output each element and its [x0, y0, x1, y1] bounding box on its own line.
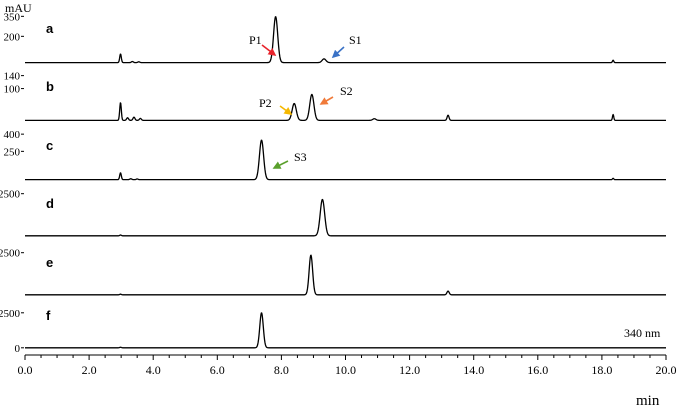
x-tick-label: 8.0	[274, 363, 289, 377]
panel-f: f 2500 0	[0, 308, 667, 355]
peak-label-p2: P2	[259, 96, 272, 110]
peak-arrow-s1	[331, 46, 345, 59]
panel-c: c 400 250 S3	[4, 129, 667, 181]
x-tick-label: 14.0	[463, 363, 484, 377]
y-tick-label: 2500	[0, 308, 21, 320]
panel-e: e 2500	[0, 248, 667, 296]
panel-letter: f	[46, 308, 51, 323]
x-axis: 0.0 2.0 4.0 6.0 8.0 10.0 12.0 14.0 16.0 18.0 20.0	[18, 354, 677, 377]
trace-e	[24, 254, 667, 296]
x-tick-label: 2.0	[82, 363, 97, 377]
x-tick-label: 20.0	[656, 363, 677, 377]
peak-arrow-p1	[261, 44, 277, 56]
peak-label-s1: S1	[349, 33, 362, 47]
trace-d	[24, 198, 667, 237]
y-tick-label: 2500	[0, 248, 21, 260]
x-tick-label: 6.0	[210, 363, 225, 377]
peak-label-s3: S3	[294, 150, 307, 164]
y-unit-label: mAU	[5, 1, 32, 15]
trace-b	[24, 93, 667, 121]
panel-letter: c	[46, 138, 53, 153]
peak-arrow-s2	[319, 96, 334, 105]
trace-c	[24, 139, 667, 181]
panel-letter: a	[46, 21, 54, 36]
y-tick-label: 350	[4, 11, 21, 23]
panel-letter: d	[46, 196, 54, 211]
x-tick-label: 4.0	[146, 363, 161, 377]
panel-d: d 2500	[0, 189, 667, 237]
x-tick-label: 12.0	[399, 363, 420, 377]
wavelength-label: 340 nm	[624, 326, 661, 340]
y-tick-label: 250	[4, 146, 21, 158]
trace-a	[24, 16, 667, 64]
y-tick-label: 140	[4, 71, 21, 83]
peak-arrow-p2	[279, 105, 293, 115]
y-tick-label: 0	[15, 343, 21, 355]
peak-label-p1: P1	[249, 33, 262, 47]
x-tick-label: 0.0	[18, 363, 33, 377]
y-tick-label: 400	[4, 129, 21, 141]
x-axis-label: min	[636, 393, 660, 409]
panel-letter: e	[46, 255, 53, 270]
panel-a: a 350 200 P1 S1	[4, 11, 667, 64]
x-tick-label: 10.0	[335, 363, 356, 377]
x-tick-label: 18.0	[591, 363, 612, 377]
y-tick-label: 2500	[0, 189, 21, 201]
y-tick-label: 200	[4, 31, 21, 43]
x-tick-label: 16.0	[527, 363, 548, 377]
trace-f	[24, 312, 667, 349]
peak-label-s2: S2	[340, 84, 353, 98]
panel-letter: b	[46, 79, 54, 94]
peak-arrow-s3	[272, 160, 289, 169]
y-tick-label: 100	[4, 84, 21, 96]
